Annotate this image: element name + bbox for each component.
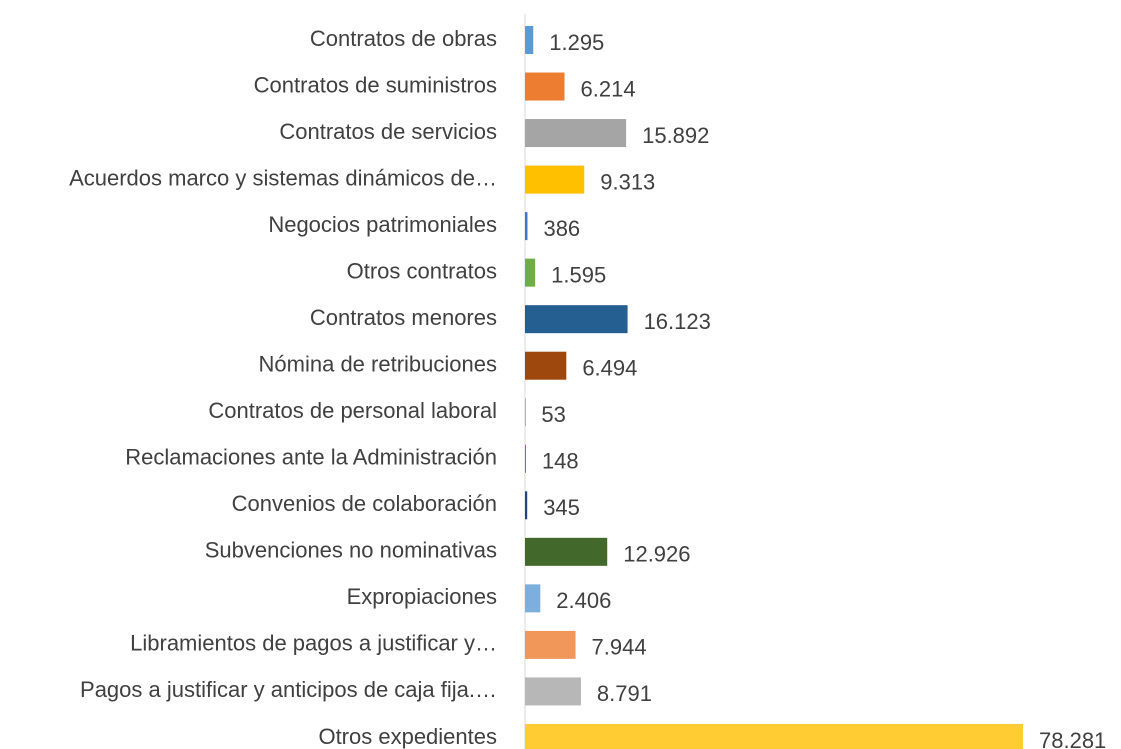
category-label: Subvenciones no nominativas — [205, 538, 497, 563]
category-label: Libramientos de pagos a justificar y… — [130, 631, 497, 656]
value-label: 148 — [542, 449, 579, 474]
bar — [525, 537, 608, 566]
category-label: Contratos menores — [310, 305, 497, 330]
value-label: 1.295 — [549, 30, 604, 55]
value-label: 78.281 — [1039, 728, 1106, 749]
value-label: 6.494 — [582, 356, 637, 381]
category-label: Contratos de obras — [310, 26, 497, 51]
value-label: 345 — [543, 495, 580, 520]
bar — [525, 398, 526, 427]
bar — [525, 165, 585, 194]
value-label: 6.214 — [581, 76, 636, 101]
value-label: 53 — [541, 402, 565, 427]
bar — [525, 723, 1023, 749]
bar — [525, 26, 534, 54]
bar — [525, 630, 576, 659]
bar — [525, 212, 528, 241]
value-label: 16.123 — [644, 309, 711, 334]
category-label: Acuerdos marco y sistemas dinámicos de… — [69, 165, 497, 190]
bar — [525, 305, 628, 334]
category-label: Negocios patrimoniales — [268, 212, 497, 237]
category-label: Otros contratos — [347, 258, 497, 283]
bar — [525, 584, 541, 613]
bar — [525, 444, 526, 473]
value-label: 7.944 — [592, 635, 647, 660]
value-label: 9.313 — [600, 169, 655, 194]
category-label: Contratos de personal laboral — [208, 398, 497, 423]
value-label: 1.595 — [551, 262, 606, 287]
value-label: 15.892 — [642, 123, 709, 148]
category-label: Expropiaciones — [347, 584, 497, 609]
category-label: Pagos a justificar y anticipos de caja f… — [80, 677, 497, 702]
category-label: Contratos de suministros — [254, 72, 497, 97]
bar — [525, 351, 567, 380]
value-label: 386 — [543, 216, 580, 241]
bar — [525, 677, 581, 706]
value-label: 12.926 — [623, 542, 690, 567]
category-label: Reclamaciones ante la Administración — [125, 445, 497, 470]
value-label: 2.406 — [556, 588, 611, 613]
category-label: Convenios de colaboración — [232, 491, 497, 516]
value-label: 8.791 — [597, 681, 652, 706]
category-label: Nómina de retribuciones — [259, 352, 497, 377]
bar — [525, 258, 536, 287]
bar — [525, 72, 565, 101]
category-label: Otros expedientes — [318, 724, 497, 749]
bar — [525, 119, 627, 148]
bar — [525, 491, 528, 520]
category-label: Contratos de servicios — [279, 119, 497, 144]
